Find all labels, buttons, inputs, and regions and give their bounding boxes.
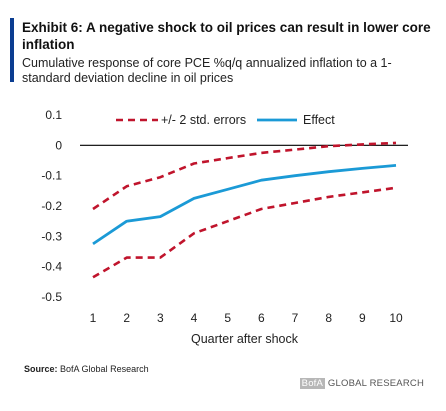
y-tick-label: -0.1 — [41, 169, 62, 183]
source-note: Source: BofA Global Research — [24, 364, 149, 374]
x-tick-label: 7 — [292, 311, 299, 325]
x-tick-label: 2 — [123, 311, 130, 325]
y-tick-label: 0.1 — [45, 108, 62, 122]
series-line-lower — [92, 186, 397, 279]
y-tick-label: 0 — [55, 138, 62, 152]
brand-mark: BofA GLOBAL RESEARCH — [299, 378, 424, 389]
bofa-logo: BofA — [299, 378, 326, 389]
x-tick-label: 5 — [224, 311, 231, 325]
x-tick-label: 1 — [90, 311, 97, 325]
exhibit-subtitle: Cumulative response of core PCE %q/q ann… — [22, 56, 392, 85]
y-tick-label: -0.3 — [41, 229, 62, 243]
x-axis-label: Quarter after shock — [191, 332, 299, 346]
chart: 0.1 0 -0.1 -0.2 -0.3 -0.4 -0.5 1 2 3 4 5 6 7 8 9 10 Quart… — [41, 108, 408, 346]
source-label: Source: — [24, 364, 58, 374]
x-tick-label: 8 — [325, 311, 332, 325]
source-text: BofA Global Research — [60, 364, 149, 374]
x-tick-label: 4 — [191, 311, 198, 325]
brand-text: GLOBAL RESEARCH — [327, 378, 424, 389]
series-line-upper — [92, 141, 397, 211]
y-tick-label: -0.2 — [41, 199, 62, 213]
y-tick-label: -0.4 — [41, 260, 62, 274]
title-accent-bar — [10, 18, 14, 82]
legend-label-effect: Effect — [303, 113, 335, 127]
legend-label-error-bands: +/- 2 std. errors — [161, 113, 246, 127]
y-tick-label: -0.5 — [41, 290, 62, 304]
x-tick-label: 9 — [359, 311, 366, 325]
x-tick-label: 10 — [389, 311, 403, 325]
x-tick-label: 3 — [157, 311, 164, 325]
exhibit-title: Exhibit 6: A negative shock to oil price… — [22, 20, 431, 52]
series-line-effect — [92, 164, 397, 246]
x-tick-label: 6 — [258, 311, 265, 325]
